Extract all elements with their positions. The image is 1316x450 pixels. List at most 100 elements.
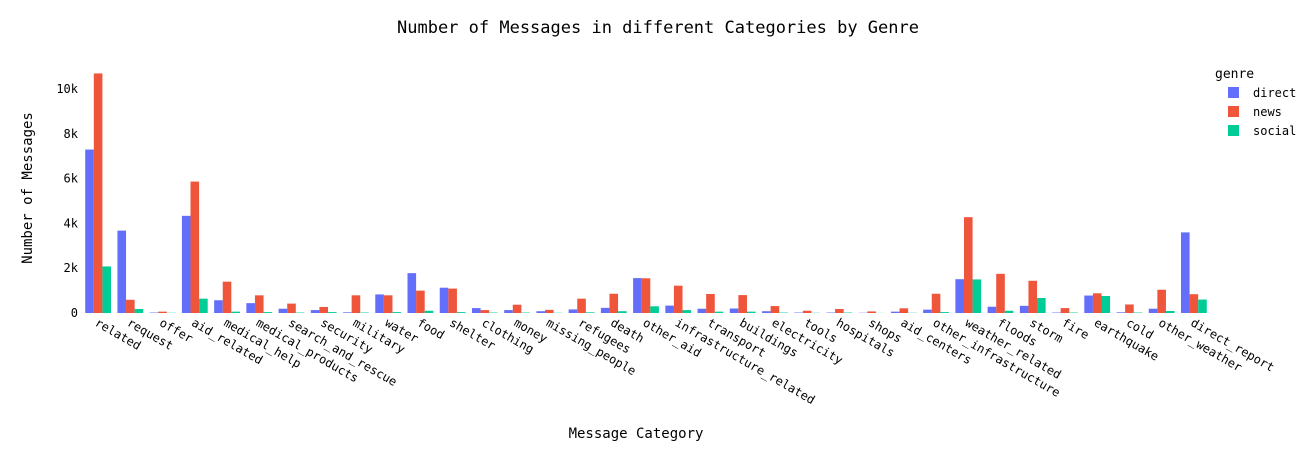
legend-swatch-direct bbox=[1228, 87, 1239, 98]
bar-direct bbox=[439, 287, 449, 313]
bar-direct bbox=[246, 303, 255, 313]
bar-social bbox=[134, 308, 144, 313]
bar-direct bbox=[987, 306, 997, 313]
x-tick-label: food bbox=[415, 315, 447, 342]
bar-direct bbox=[1116, 312, 1126, 313]
bar-direct bbox=[536, 311, 546, 313]
bar-social bbox=[1037, 297, 1046, 313]
bar-direct bbox=[600, 307, 610, 313]
bar-direct bbox=[1180, 232, 1190, 313]
bar-news bbox=[867, 311, 876, 313]
bar-direct bbox=[471, 308, 481, 313]
bar-news bbox=[899, 308, 909, 313]
bar-social bbox=[231, 311, 240, 313]
y-tick-label: 0 bbox=[71, 306, 78, 320]
bar-news bbox=[126, 299, 135, 313]
bar-direct bbox=[117, 230, 127, 313]
bar-social bbox=[1004, 310, 1014, 313]
bar-news bbox=[287, 303, 296, 313]
bar-direct bbox=[1148, 308, 1158, 313]
bar-news bbox=[1060, 308, 1070, 313]
bar-news bbox=[802, 310, 812, 313]
bar-direct bbox=[923, 309, 932, 313]
bar-news bbox=[1125, 304, 1134, 313]
bar-news bbox=[416, 290, 425, 313]
bar-news bbox=[254, 295, 264, 313]
y-axis: 0 2k 4k 6k 8k 10k bbox=[56, 82, 78, 320]
legend-label-news: news bbox=[1253, 105, 1282, 119]
bar-social bbox=[585, 312, 595, 313]
bar-social bbox=[392, 312, 402, 313]
bar-social bbox=[199, 298, 208, 313]
legend-title: genre bbox=[1215, 67, 1254, 82]
x-axis: relatedrequestofferaid_relatedmedical_he… bbox=[93, 315, 1277, 407]
legend: genre direct news social bbox=[1215, 67, 1296, 138]
x-tick-label: fire bbox=[1059, 315, 1091, 342]
bar-social bbox=[1101, 295, 1111, 313]
bar-direct bbox=[665, 305, 674, 313]
bar-news bbox=[1189, 294, 1199, 313]
bar-news bbox=[190, 181, 200, 313]
bar-direct bbox=[1019, 305, 1029, 313]
bar-direct bbox=[343, 312, 352, 313]
bar-direct bbox=[890, 311, 900, 313]
bar-social bbox=[424, 310, 434, 313]
bar-news bbox=[835, 308, 844, 313]
bar-direct bbox=[955, 279, 964, 313]
bar-social bbox=[102, 266, 112, 313]
bar-social bbox=[263, 312, 273, 313]
bar-news bbox=[222, 281, 232, 313]
bar-news bbox=[480, 310, 490, 313]
bar-news bbox=[738, 295, 747, 313]
bar-news bbox=[383, 295, 393, 313]
bar-news bbox=[93, 73, 103, 314]
plot-area bbox=[85, 73, 1207, 314]
bar-news bbox=[963, 217, 973, 313]
bar-direct bbox=[375, 294, 384, 313]
bar-direct bbox=[1084, 295, 1093, 313]
bar-direct bbox=[633, 278, 642, 313]
bar-direct bbox=[568, 309, 578, 313]
bar-direct bbox=[762, 311, 771, 313]
bar-news bbox=[1028, 280, 1038, 313]
bar-social bbox=[1165, 310, 1175, 313]
legend-swatch-news bbox=[1228, 106, 1239, 117]
bar-direct bbox=[181, 215, 191, 313]
bar-social bbox=[746, 311, 756, 313]
bar-news bbox=[512, 304, 522, 313]
y-tick-label: 4k bbox=[64, 216, 79, 230]
y-tick-label: 2k bbox=[64, 261, 79, 275]
bar-social bbox=[650, 306, 659, 313]
bar-news bbox=[158, 311, 167, 313]
bar-direct bbox=[85, 149, 94, 313]
bar-direct bbox=[214, 300, 223, 313]
bar-social bbox=[1198, 299, 1207, 313]
y-tick-label: 6k bbox=[64, 172, 79, 186]
chart-title: Number of Messages in different Categori… bbox=[397, 18, 919, 38]
bar-social bbox=[328, 312, 337, 313]
bar-news bbox=[706, 293, 715, 313]
bar-news bbox=[770, 306, 780, 313]
bar-social bbox=[682, 310, 692, 313]
legend-label-social: social bbox=[1253, 124, 1296, 138]
bar-news bbox=[1092, 293, 1102, 313]
bar-direct bbox=[697, 308, 707, 313]
bar-news bbox=[351, 295, 361, 313]
bar-direct bbox=[729, 308, 739, 313]
bar-news bbox=[609, 293, 619, 313]
legend-label-direct: direct bbox=[1253, 86, 1296, 100]
bar-news bbox=[545, 309, 554, 313]
bar-news bbox=[996, 273, 1005, 313]
bar-news bbox=[319, 306, 329, 313]
bar-direct bbox=[407, 273, 417, 313]
y-tick-label: 8k bbox=[64, 127, 79, 141]
y-axis-title: Number of Messages bbox=[20, 112, 36, 264]
bar-news bbox=[577, 298, 586, 313]
bar-social bbox=[456, 312, 466, 313]
legend-swatch-social bbox=[1228, 125, 1239, 136]
bar-news bbox=[641, 278, 651, 313]
bar-social bbox=[714, 311, 724, 313]
bar-social bbox=[940, 312, 949, 313]
bar-direct bbox=[310, 310, 320, 313]
